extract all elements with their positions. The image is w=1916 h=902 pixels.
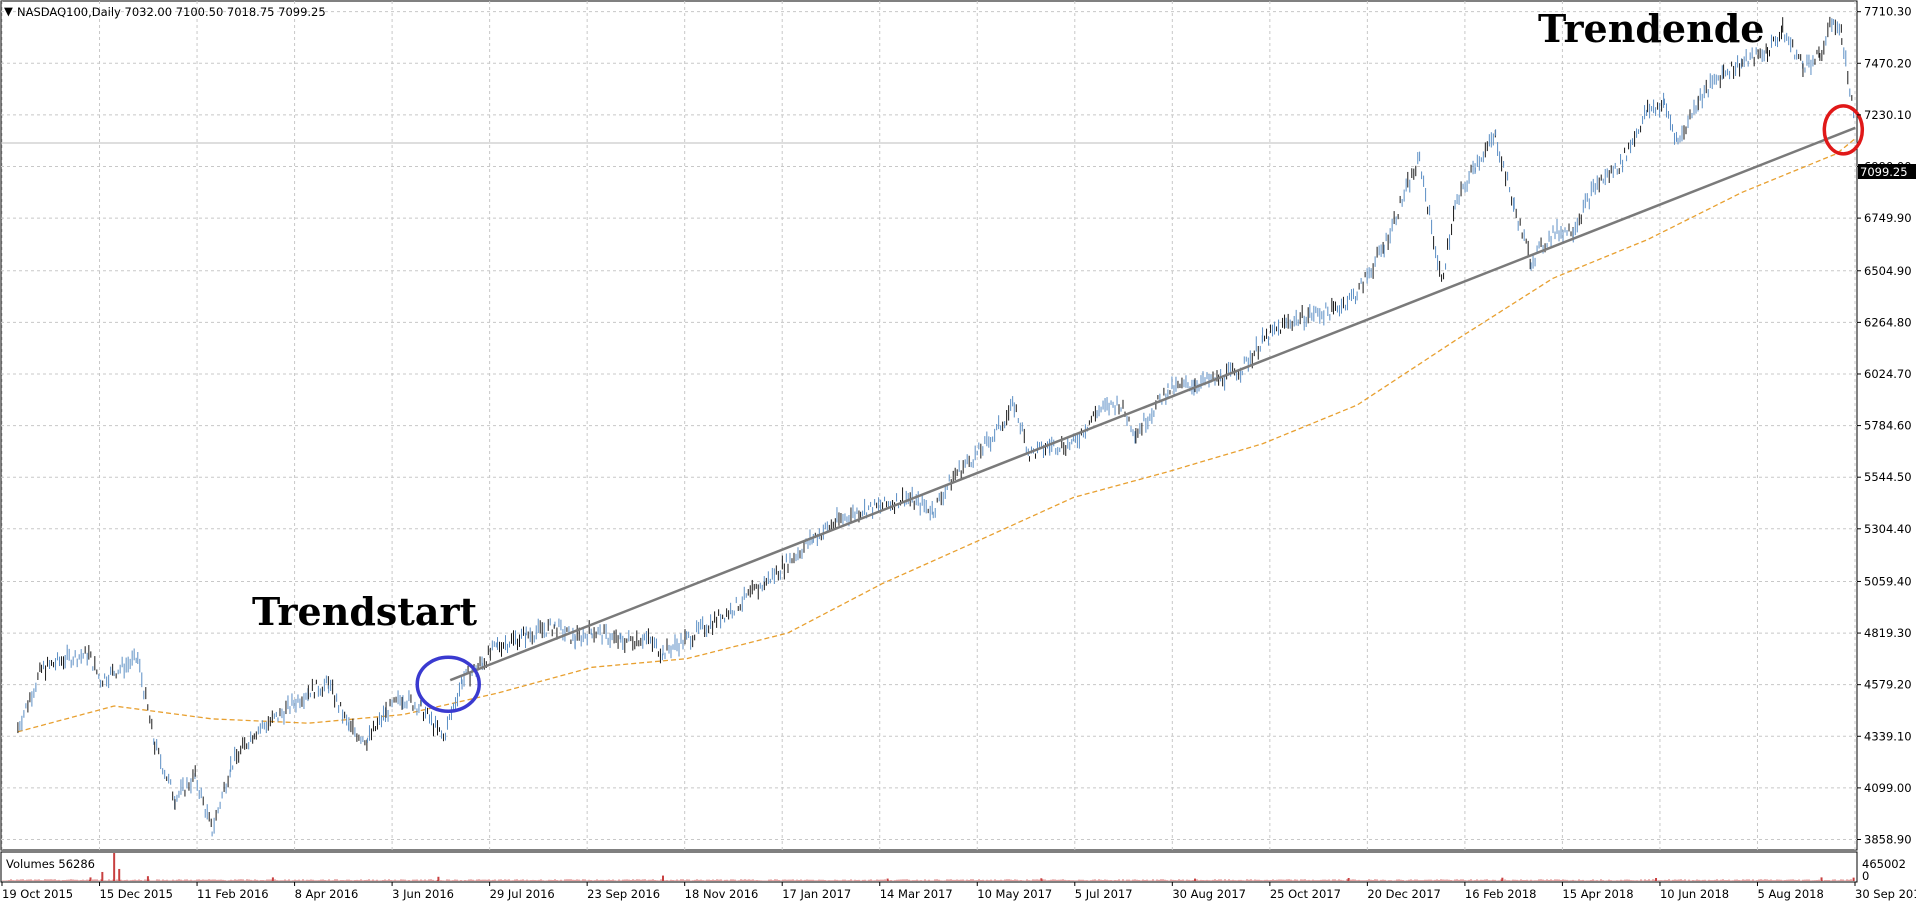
y-tick-label: 7470.20	[1864, 56, 1912, 70]
last-price-tag	[1858, 164, 1916, 179]
volume-axis-top: 465002	[1862, 857, 1906, 871]
x-tick-label: 5 Aug 2018	[1757, 887, 1823, 901]
y-tick-label: 3858.90	[1864, 832, 1912, 846]
x-tick-label: 10 May 2017	[977, 887, 1052, 901]
grid-layer	[1, 1, 1857, 850]
x-tick-label: 5 Jul 2017	[1075, 887, 1133, 901]
triangle-down-icon[interactable]: ▼	[4, 4, 13, 18]
moving-average-layer	[17, 138, 1856, 733]
trend-end-circle	[1822, 104, 1865, 156]
x-axis-ticks: 19 Oct 2015 15 Dec 2015 11 Feb 2016 8 Apr 2…	[1, 882, 1916, 901]
y-tick-label: 5544.50	[1864, 470, 1912, 484]
x-tick-label: 25 Oct 2017	[1270, 887, 1341, 901]
x-tick-label: 23 Sep 2016	[587, 887, 660, 901]
x-tick-label: 8 Apr 2016	[295, 887, 359, 901]
x-tick-label: 10 Jun 2018	[1660, 887, 1729, 901]
trendline	[449, 126, 1856, 682]
symbol-info: NASDAQ100,Daily 7032.00 7100.50 7018.75 …	[17, 5, 326, 19]
y-tick-label: 4819.30	[1864, 626, 1912, 640]
y-tick-label: 4099.00	[1864, 781, 1912, 795]
x-tick-label: 16 Feb 2018	[1465, 887, 1537, 901]
y-axis-ticks: 7710.307470.207230.106990.006749.906504.…	[1857, 5, 1912, 846]
price-layer	[17, 16, 1855, 837]
y-tick-label: 6024.70	[1864, 367, 1912, 381]
volume-panel-frame	[0, 851, 1858, 883]
x-tick-label: 15 Dec 2015	[100, 887, 173, 901]
x-tick-label: 20 Dec 2017	[1367, 887, 1440, 901]
volume-axis-bottom: 0	[1862, 869, 1869, 883]
y-tick-label: 5304.40	[1864, 522, 1912, 536]
x-tick-label: 14 Mar 2017	[880, 887, 953, 901]
x-tick-label: 17 Jan 2017	[782, 887, 851, 901]
y-tick-label: 5059.40	[1864, 574, 1912, 588]
x-tick-label: 29 Jul 2016	[490, 887, 555, 901]
trend-end-label: Trendende	[1538, 6, 1764, 51]
trend-start-label: Trendstart	[252, 589, 477, 634]
x-tick-label: 19 Oct 2015	[2, 887, 73, 901]
y-tick-label: 6264.80	[1864, 315, 1912, 329]
y-tick-label: 5784.60	[1864, 419, 1912, 433]
x-tick-label: 15 Apr 2018	[1562, 887, 1633, 901]
x-tick-label: 3 Jun 2016	[392, 887, 454, 901]
y-tick-label: 6504.90	[1864, 264, 1912, 278]
y-tick-label: 7710.30	[1864, 5, 1912, 19]
x-tick-label: 30 Sep 2018	[1855, 887, 1916, 901]
moving-average-line	[17, 138, 1856, 733]
x-tick-label: 18 Nov 2016	[685, 887, 759, 901]
last-price-label: 7099.25	[1860, 165, 1908, 179]
volume-label: Volumes 56286	[6, 857, 95, 871]
marker-layer	[415, 104, 1865, 713]
trendline-layer	[449, 126, 1856, 682]
y-tick-label: 4579.20	[1864, 678, 1912, 692]
x-tick-label: 30 Aug 2017	[1172, 887, 1246, 901]
volume-layer	[2, 853, 1855, 881]
y-tick-label: 6749.90	[1864, 211, 1912, 225]
y-tick-label: 4339.10	[1864, 729, 1912, 743]
x-tick-label: 11 Feb 2016	[197, 887, 269, 901]
trend-start-circle	[415, 655, 481, 713]
y-tick-label: 7230.10	[1864, 108, 1912, 122]
